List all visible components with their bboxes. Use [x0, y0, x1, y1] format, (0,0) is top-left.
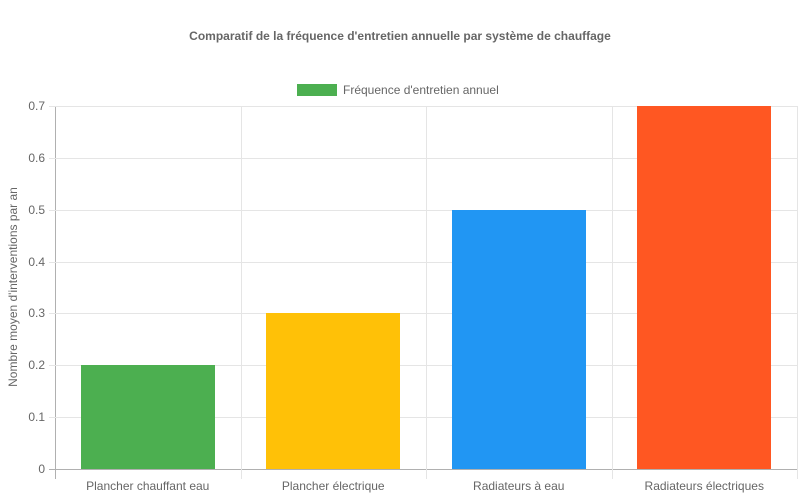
y-tick-label: 0.2: [28, 358, 45, 373]
gridline-horizontal: [49, 417, 797, 419]
gridline-horizontal: [49, 365, 797, 367]
gridline-vertical: [797, 106, 798, 479]
y-tick-label: 0.3: [28, 306, 45, 321]
x-tick-label: Plancher électrique: [281, 479, 385, 493]
chart-title: Comparatif de la fréquence d'entretien a…: [189, 29, 611, 43]
gridline-vertical: [611, 106, 613, 479]
y-tick-label: 0.1: [28, 410, 45, 425]
gridline-horizontal: [49, 313, 797, 315]
bar[interactable]: [451, 209, 586, 469]
gridline-vertical: [426, 106, 427, 479]
y-tick-label: 0.6: [28, 150, 45, 165]
y-tick-label: 0.4: [28, 254, 45, 269]
x-axis: [49, 469, 797, 470]
bar[interactable]: [637, 106, 772, 469]
gridline-vertical: [240, 106, 242, 479]
y-tick-label: 0: [38, 462, 45, 476]
legend[interactable]: Fréquence d'entretien annuel: [297, 83, 499, 97]
y-tick-label: 0.7: [28, 99, 45, 113]
gridline-horizontal: [49, 261, 797, 263]
y-tick-label: 0.5: [28, 202, 45, 217]
x-tick-label: Radiateurs à eau: [473, 479, 565, 493]
plot-area: 0 0.1 0.2 0.3 0.4 0.5 0.6 0.7 Plancher chauffant…: [28, 99, 798, 493]
x-tick-label: Plancher chauffant eau: [86, 479, 210, 493]
legend-label: Fréquence d'entretien annuel: [343, 83, 499, 97]
legend-swatch: [297, 84, 337, 96]
bar[interactable]: [266, 313, 401, 469]
y-axis: [55, 106, 56, 479]
gridline-horizontal: [49, 157, 797, 159]
y-axis-label: Nombre moyen d'interventions par an: [6, 187, 20, 387]
gridline-horizontal: [49, 106, 797, 107]
bar[interactable]: [80, 365, 215, 469]
x-tick-label: Radiateurs électriques: [644, 479, 764, 493]
gridline-horizontal: [49, 209, 797, 211]
